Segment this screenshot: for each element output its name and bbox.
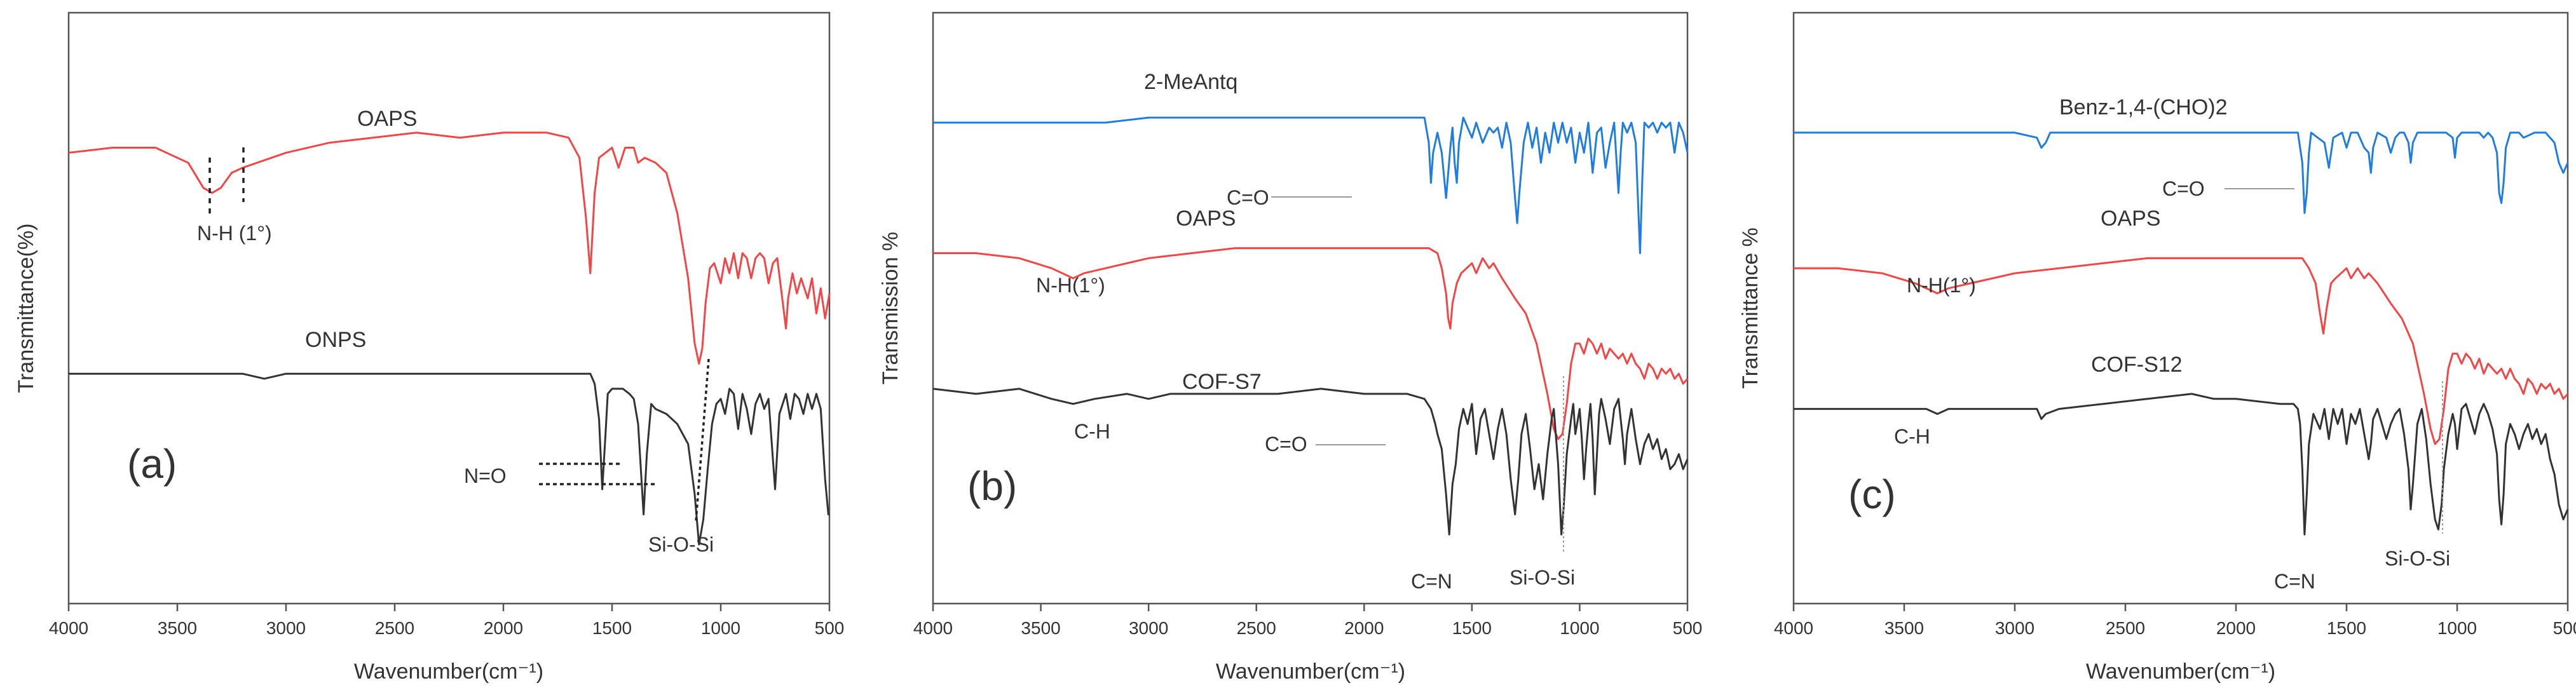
plot-frame — [1792, 11, 2569, 605]
x-tick-label: 500 — [815, 618, 845, 638]
siosi-marker-line — [695, 358, 710, 522]
x-tick-label: 2000 — [484, 618, 523, 638]
series-line-oaps — [68, 132, 831, 365]
plot-frame — [67, 11, 831, 605]
plot-frame — [932, 11, 1689, 605]
x-tick-label: 4000 — [1774, 618, 1813, 638]
y-axis-label: Transmission % — [878, 232, 903, 385]
annotation-no: N=O — [464, 464, 507, 487]
x-tick-label: 500 — [2553, 618, 2576, 638]
x-tick-label: 1000 — [701, 618, 740, 638]
x-tick-label: 1500 — [2327, 618, 2366, 638]
series-label-cof-s12: COF-S12 — [2091, 353, 2183, 377]
curves — [1794, 132, 2569, 536]
x-tick-label: 2500 — [1237, 618, 1276, 638]
x-tick-label: 3000 — [266, 618, 306, 638]
x-tick-label: 2500 — [375, 618, 414, 638]
panel-label: (a) — [127, 441, 177, 487]
x-tick-label: 4000 — [49, 618, 88, 638]
x-tick-label: 3000 — [1129, 618, 1168, 638]
series-line-onps — [69, 372, 829, 546]
annotation-siosi: Si-O-Si — [1509, 566, 1575, 589]
x-tick-label: 4000 — [913, 618, 953, 638]
x-tick-label: 3500 — [1884, 618, 1924, 638]
series-label-oaps: OAPS — [1176, 206, 1236, 231]
x-axis-label: Wavenumber(cm⁻¹) — [1216, 660, 1405, 684]
x-tick-label: 2000 — [1344, 618, 1384, 638]
panel-a: 4000 3500 3000 2500 2000 1500 1000 500 Transmit… — [14, 11, 845, 684]
x-tick-label: 1000 — [2437, 618, 2477, 638]
x-axis-ticks: 4000 3500 3000 2500 2000 1500 1000 500 — [49, 604, 845, 638]
series-line-2-meantq — [933, 116, 1689, 254]
series-label-cof-s7: COF-S7 — [1182, 370, 1262, 394]
x-tick-label: 500 — [1673, 618, 1703, 638]
panel-label: (c) — [1848, 471, 1896, 517]
curves — [932, 116, 1689, 536]
x-axis-ticks: 4000 3500 3000 2500 2000 1500 1000 500 — [1774, 604, 2576, 638]
curves — [68, 132, 831, 546]
annotation-co-top: C=O — [1227, 186, 1269, 209]
annotation-nh: N-H(1°) — [1907, 274, 1976, 297]
series-label-oaps: OAPS — [2101, 206, 2160, 231]
series-line-cof-s12 — [1794, 393, 2569, 536]
y-axis-label: Transmittance(%) — [14, 223, 38, 393]
annotation-nh: N-H (1°) — [197, 222, 272, 245]
annotation-co-bottom: C=O — [1265, 433, 1307, 456]
annotation-siosi: Si-O-Si — [2385, 547, 2450, 570]
series-label-benz-1-4-cho2: Benz-1,4-(CHO)2 — [2059, 95, 2228, 119]
series-line-oaps — [1794, 257, 2569, 445]
x-tick-label: 1500 — [1452, 618, 1492, 638]
panel-label: (b) — [967, 463, 1017, 509]
series-line-oaps — [933, 247, 1689, 440]
panel-b: 4000 3500 3000 2500 2000 1500 1000 500 Transmis… — [878, 11, 1703, 684]
x-tick-label: 1000 — [1560, 618, 1599, 638]
x-tick-label: 1500 — [592, 618, 632, 638]
series-line-benz-1-4-cho-2 — [1794, 132, 2569, 214]
annotation-ch: C-H — [1894, 425, 1930, 448]
annotation-siosi: Si-O-Si — [648, 533, 714, 556]
series-line-cof-s7 — [932, 388, 1689, 536]
annotation-co: C=O — [2162, 177, 2205, 200]
x-tick-label: 3500 — [1021, 618, 1060, 638]
annotation-ch: C-H — [1074, 420, 1110, 443]
annotation-cn: C=N — [2274, 570, 2315, 593]
x-axis-label: Wavenumber(cm⁻¹) — [354, 660, 543, 684]
x-tick-label: 2500 — [2106, 618, 2145, 638]
annotation-nh: N-H(1°) — [1036, 274, 1105, 297]
series-label-oaps: OAPS — [357, 107, 417, 131]
x-tick-label: 3000 — [1995, 618, 2034, 638]
panel-c: 4000 3500 3000 2500 2000 1500 1000 500 Transmit… — [1738, 11, 2576, 684]
x-tick-label: 2000 — [2216, 618, 2256, 638]
x-axis-label: Wavenumber(cm⁻¹) — [2086, 660, 2275, 684]
annotation-cn: C=N — [1411, 570, 1452, 593]
series-label-2-meantq: 2-MeAntq — [1144, 70, 1237, 94]
y-axis-label: Transmittance % — [1738, 227, 1762, 389]
series-label-onps: ONPS — [305, 328, 366, 352]
x-tick-label: 3500 — [158, 618, 197, 638]
x-axis-ticks: 4000 3500 3000 2500 2000 1500 1000 500 — [913, 604, 1703, 638]
